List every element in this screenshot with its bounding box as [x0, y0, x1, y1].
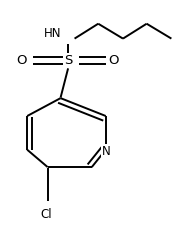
- Text: N: N: [101, 145, 110, 158]
- Text: O: O: [108, 55, 119, 67]
- Text: HN: HN: [44, 27, 62, 40]
- Text: S: S: [64, 55, 72, 67]
- Text: O: O: [17, 55, 27, 67]
- Text: Cl: Cl: [41, 208, 52, 221]
